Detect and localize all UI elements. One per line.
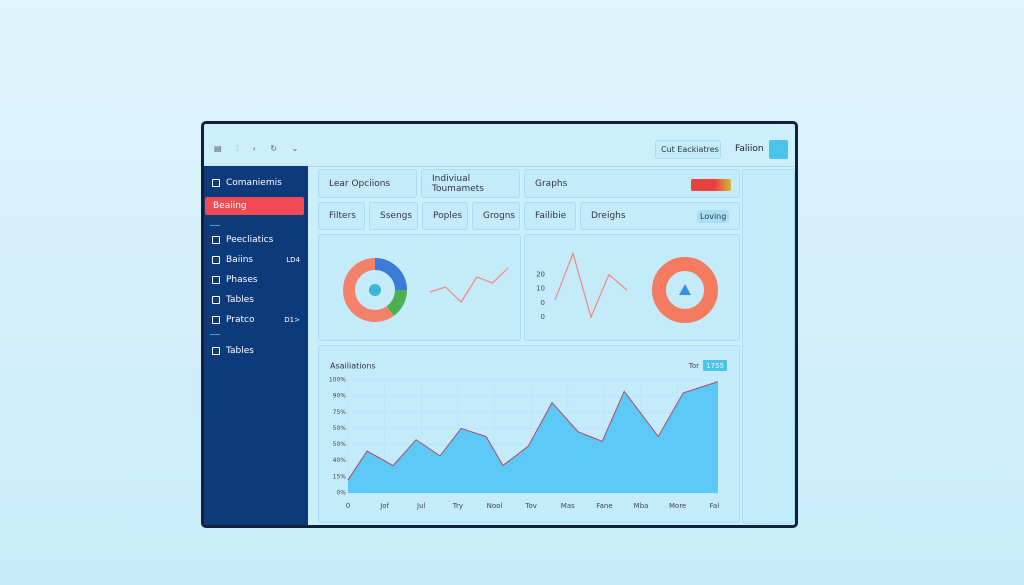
separator <box>210 225 220 226</box>
x-tick-label: Jul <box>416 502 426 510</box>
icon <box>212 179 220 187</box>
separator <box>210 334 220 335</box>
icon <box>212 347 220 355</box>
sidebar: Comaniemis Beaiing Peecliatics Baiins LD4 Pha… <box>204 166 308 525</box>
sidebar-item[interactable]: Phases <box>212 271 300 289</box>
chart-title: Asailiations <box>330 362 376 371</box>
sidebar-item[interactable]: Baiins LD4 <box>212 251 300 269</box>
right-panel <box>742 169 795 524</box>
x-tick-label: Tov <box>524 502 537 510</box>
y-tick-label: 40% <box>333 457 347 464</box>
x-tick-label: Fal <box>710 502 720 510</box>
filter[interactable]: Poples <box>422 202 468 230</box>
y-tick-label: 100% <box>329 377 346 384</box>
mini-line <box>429 267 509 303</box>
x-tick-label: Nool <box>487 502 503 510</box>
y-tick-label: 90% <box>333 393 347 400</box>
y-tick-label: 0 <box>541 313 545 321</box>
sidebar-label: Phases <box>226 275 258 285</box>
filter[interactable]: Grogns <box>472 202 520 230</box>
legend-label: Tor <box>688 362 699 370</box>
badge <box>703 360 727 371</box>
x-tick-label: Jof <box>379 502 389 510</box>
x-tick-label: More <box>669 502 686 510</box>
x-tick-label: Mba <box>634 502 649 510</box>
filter[interactable]: Filters <box>318 202 365 230</box>
sidebar-label: Peecliatics <box>226 235 274 245</box>
badge <box>691 179 731 191</box>
toolbar-icons: ▤ ⫶ ‹ ↻ ⌄ <box>214 144 305 153</box>
filter[interactable]: Failibie <box>524 202 576 230</box>
sidebar-label: Tables <box>226 346 254 356</box>
icon <box>212 276 220 284</box>
y-tick-label: 20 <box>536 271 545 279</box>
divider <box>204 166 795 167</box>
sidebar-badge: LD4 <box>286 256 300 264</box>
y-tick-label: 0 <box>541 299 545 307</box>
sidebar-label: Tables <box>226 295 254 305</box>
y-tick-label: 10 <box>536 285 545 293</box>
badge-label: 1755 <box>706 362 724 370</box>
user-name: Faliion <box>735 144 764 154</box>
sidebar-label: Pratco <box>226 315 255 325</box>
sidebar-item[interactable]: Peecliatics <box>212 231 300 249</box>
filter[interactable]: Ssengs <box>369 202 418 230</box>
donut-segment <box>343 258 407 322</box>
donut-segment <box>652 257 718 323</box>
sidebar-item[interactable]: Comaniemis <box>212 174 300 192</box>
sidebar-item[interactable]: Pratco D1> <box>212 311 300 329</box>
area <box>348 381 718 493</box>
sidebar-badge: D1> <box>284 316 300 324</box>
tab[interactable]: Graphs <box>524 169 740 198</box>
top-button[interactable]: Cut Eackiatres <box>655 140 721 159</box>
sidebar-item[interactable]: Beaiing <box>205 197 304 215</box>
icon <box>212 256 220 264</box>
y-tick-label: 50% <box>333 425 347 432</box>
icon <box>212 316 220 324</box>
sidebar-item[interactable]: Tables <box>212 291 300 309</box>
donut-icon <box>369 284 381 296</box>
donut-icon <box>679 284 691 295</box>
x-tick-label: Mas <box>561 502 575 510</box>
y-tick-label: 15% <box>333 473 347 480</box>
filter-button[interactable]: Loving <box>697 210 729 223</box>
x-tick-label: Fane <box>596 502 612 510</box>
sidebar-label: Comaniemis <box>226 178 282 188</box>
y-tick-label: 75% <box>333 409 347 416</box>
tab[interactable]: Indiviual Toumamets <box>421 169 520 198</box>
sidebar-item[interactable]: Tables <box>212 342 300 360</box>
sidebar-label: Beaiing <box>213 201 247 211</box>
sidebar-label: Baiins <box>226 255 254 265</box>
area-line <box>347 381 719 481</box>
tab[interactable]: Lear Opciions <box>318 169 417 198</box>
mini-line <box>554 251 628 319</box>
icon <box>212 236 220 244</box>
y-tick-label: 0% <box>336 490 346 497</box>
icon <box>212 296 220 304</box>
y-tick-label: 50% <box>333 441 347 448</box>
x-tick-label: Try <box>452 502 463 510</box>
x-tick-label: 0 <box>346 502 350 510</box>
icon-button[interactable] <box>769 140 788 159</box>
